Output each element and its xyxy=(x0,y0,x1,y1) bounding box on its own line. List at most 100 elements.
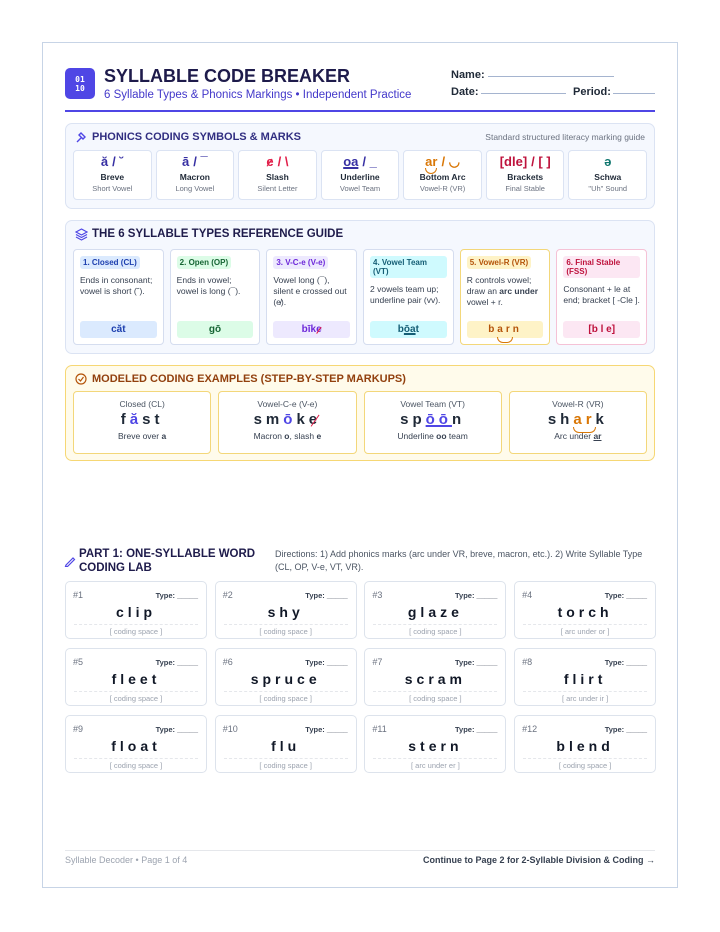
type-tag: 2. Open (OP) xyxy=(176,256,232,269)
section-note: Standard structured literacy marking gui… xyxy=(485,132,645,142)
word: clip xyxy=(115,604,157,620)
type-blank: Type: _____ xyxy=(305,591,348,600)
desc-part: Consonant + le at end; bracket [ -Cle ]. xyxy=(563,284,640,305)
word: glaze xyxy=(407,604,463,620)
type-blank: Type: _____ xyxy=(604,591,648,600)
word-card: #3 Type: _____ glaze [ coding space ] xyxy=(364,581,507,639)
caption-part: Macron xyxy=(253,431,285,441)
section-title: MODELED CODING EXAMPLES (STEP-BY-STEP MA… xyxy=(92,373,406,385)
word-part: n xyxy=(451,411,466,428)
modeled-card: Vowel-C-e (V-e) smōke Macron o, slash e xyxy=(218,391,357,454)
word-card: #9 Type: _____ float [ coding space ] xyxy=(65,715,207,773)
logo-line: 10 xyxy=(75,83,85,93)
divider xyxy=(223,758,348,759)
divider xyxy=(74,758,198,759)
caption-part: e xyxy=(316,431,322,441)
symbol-sign: / ˘ xyxy=(112,154,124,169)
example-part: ar xyxy=(497,321,514,343)
caption-part: ar xyxy=(593,431,602,441)
type-tag: 3. V-C-e (V-e) xyxy=(273,256,329,269)
symbol-card: ar / ◡ Bottom Arc Vowel-R (VR) xyxy=(403,150,482,200)
symbol-desc: Vowel Team xyxy=(339,184,381,193)
type-blank: Type: _____ xyxy=(155,725,198,734)
symbol-name: Macron xyxy=(179,172,210,182)
caption-part: a xyxy=(161,431,167,441)
symbol: ə xyxy=(569,154,646,172)
word-part: k xyxy=(296,411,309,428)
modeled-word: shark xyxy=(510,411,646,433)
symbol-desc: Final Stable xyxy=(505,184,545,193)
logo: 01 10 xyxy=(65,68,95,99)
symbol-name: Slash xyxy=(266,172,289,182)
symbol-mark: ə xyxy=(604,154,612,169)
word: scram xyxy=(404,671,467,687)
icon xyxy=(75,228,88,241)
word-card: #7 Type: _____ scram [ coding space ] xyxy=(364,648,507,706)
type-blank: Type: _____ xyxy=(604,725,648,734)
divider xyxy=(373,758,498,759)
symbol-name: Breve xyxy=(100,172,125,182)
modeled-label: Vowel-C-e (V-e) xyxy=(257,399,318,409)
desc-part: Vowel long (¯), silent e crossed out (e̸… xyxy=(273,275,347,307)
symbol-card: ă / ˘ Breve Short Vowel xyxy=(73,150,152,200)
word-card: #10 Type: _____ flu [ coding space ] xyxy=(214,715,357,773)
word-part: ă xyxy=(129,411,143,428)
symbol: ā / ¯ xyxy=(157,154,234,172)
word-part: sp xyxy=(400,411,426,428)
symbol-name: Bottom Arc xyxy=(419,172,466,182)
caption-part: team xyxy=(446,431,468,441)
type-desc: 2 vowels team up; underline pair (vv). xyxy=(370,284,447,306)
type-blank: Type: _____ xyxy=(455,725,498,734)
coding-space: [ arc under ir ] xyxy=(561,694,609,703)
word: shy xyxy=(267,604,304,620)
caption-part: o xyxy=(284,431,290,441)
caption-part: Underline xyxy=(397,431,437,441)
word-part: sm xyxy=(253,411,284,428)
word: spruce xyxy=(250,671,321,687)
symbol-mark: oa xyxy=(343,154,359,169)
word-card: #2 Type: _____ shy [ coding space ] xyxy=(214,581,357,639)
word-number: #5 xyxy=(73,657,84,667)
word-part: st xyxy=(142,411,164,428)
type-row: 1. Closed (CL) Ends in consonant; vowel i… xyxy=(73,249,648,345)
symbol-card: e / \ Slash Silent Letter xyxy=(238,150,317,200)
modeled-label: Closed (CL) xyxy=(119,399,165,409)
coding-space: [ coding space ] xyxy=(109,761,163,770)
word: flu xyxy=(271,738,301,754)
modeled-word: spōōn xyxy=(365,411,501,428)
symbol-sign: / ◡ xyxy=(441,154,461,169)
type-example: [b l e] xyxy=(563,321,641,338)
coding-space: [ coding space ] xyxy=(109,627,163,636)
word: stern xyxy=(408,738,463,754)
desc-part: R controls vowel; draw an xyxy=(466,275,532,296)
symbol: ă / ˘ xyxy=(74,154,151,172)
type-example: bōat xyxy=(370,321,447,338)
divider xyxy=(74,624,198,625)
type-desc: Consonant + le at end; bracket [ -Cle ]. xyxy=(563,284,640,306)
type-card: 6. Final Stable (FSS) Consonant + le at e… xyxy=(556,249,648,345)
modeled-caption: Macron o, slash e xyxy=(219,431,355,441)
symbol-sign: / \ xyxy=(277,154,289,169)
caption-part: Breve over xyxy=(118,431,162,441)
symbol-row: ă / ˘ Breve Short Vowel ā / ¯ Macron Long Vowel… xyxy=(73,150,648,200)
section-title: THE 6 SYLLABLE TYPES REFERENCE GUIDE xyxy=(92,228,344,240)
symbol-name: Underline xyxy=(340,172,380,182)
word: torch xyxy=(557,604,613,620)
date-blank xyxy=(481,93,566,94)
type-blank: Type: _____ xyxy=(604,658,648,667)
symbol-name: Brackets xyxy=(507,172,544,182)
modeled-word: smōke xyxy=(219,411,355,428)
word-part: ar xyxy=(573,411,596,433)
symbol-card: [dle] / [ ] Brackets Final Stable xyxy=(485,150,565,200)
symbol: oa / _ xyxy=(322,154,399,172)
modeled-card: Vowel-R (VR) shark Arc under ar xyxy=(508,391,647,454)
example-part: b xyxy=(397,324,404,335)
symbol-sign: / [ ] xyxy=(531,154,551,169)
coding-space: [ coding space ] xyxy=(409,694,462,703)
type-example: bīke xyxy=(273,321,351,338)
divider xyxy=(523,624,648,625)
symbol-sign: / ¯ xyxy=(193,154,208,169)
modeled-caption: Arc under ar xyxy=(510,431,646,441)
word: fleet xyxy=(111,671,161,687)
desc-part: Ends in vowel; vowel is long (¯). xyxy=(176,275,241,296)
